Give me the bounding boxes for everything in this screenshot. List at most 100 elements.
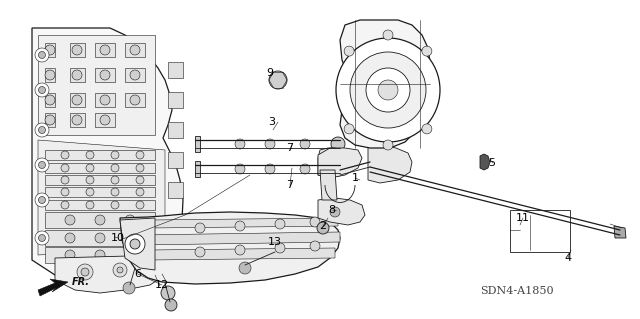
Circle shape bbox=[117, 267, 123, 273]
Circle shape bbox=[275, 219, 285, 229]
Circle shape bbox=[45, 45, 55, 55]
Circle shape bbox=[38, 127, 45, 133]
Circle shape bbox=[86, 201, 94, 209]
Polygon shape bbox=[318, 148, 340, 178]
Circle shape bbox=[331, 162, 345, 176]
Text: 6: 6 bbox=[134, 269, 141, 279]
Polygon shape bbox=[168, 122, 183, 138]
Circle shape bbox=[35, 83, 49, 97]
Polygon shape bbox=[38, 140, 165, 255]
Circle shape bbox=[86, 164, 94, 172]
Circle shape bbox=[235, 221, 245, 231]
Circle shape bbox=[130, 95, 140, 105]
Circle shape bbox=[65, 250, 75, 260]
Polygon shape bbox=[45, 68, 55, 82]
Circle shape bbox=[45, 115, 55, 125]
Polygon shape bbox=[125, 43, 145, 57]
Text: 12: 12 bbox=[155, 280, 169, 290]
Circle shape bbox=[336, 38, 440, 142]
Circle shape bbox=[383, 140, 393, 150]
Polygon shape bbox=[195, 136, 200, 152]
Circle shape bbox=[77, 264, 93, 280]
Text: 13: 13 bbox=[268, 237, 282, 247]
Polygon shape bbox=[150, 218, 338, 228]
Circle shape bbox=[35, 123, 49, 137]
Circle shape bbox=[378, 80, 398, 100]
Polygon shape bbox=[95, 93, 115, 107]
Circle shape bbox=[61, 176, 69, 184]
Polygon shape bbox=[45, 163, 155, 173]
Polygon shape bbox=[320, 170, 337, 200]
Polygon shape bbox=[168, 182, 183, 198]
Circle shape bbox=[38, 51, 45, 58]
Polygon shape bbox=[38, 279, 68, 296]
Circle shape bbox=[344, 124, 354, 134]
Polygon shape bbox=[70, 93, 85, 107]
Text: 3: 3 bbox=[269, 117, 275, 127]
Circle shape bbox=[61, 164, 69, 172]
Circle shape bbox=[310, 217, 320, 227]
Polygon shape bbox=[45, 150, 155, 160]
Polygon shape bbox=[45, 113, 55, 127]
Circle shape bbox=[95, 250, 105, 260]
Circle shape bbox=[86, 176, 94, 184]
Circle shape bbox=[136, 164, 144, 172]
Circle shape bbox=[235, 139, 245, 149]
Circle shape bbox=[344, 46, 354, 56]
Circle shape bbox=[235, 245, 245, 255]
Circle shape bbox=[330, 207, 340, 217]
Polygon shape bbox=[32, 28, 183, 282]
Circle shape bbox=[125, 234, 145, 254]
Circle shape bbox=[72, 115, 82, 125]
Circle shape bbox=[125, 250, 135, 260]
Polygon shape bbox=[368, 145, 412, 183]
Polygon shape bbox=[95, 43, 115, 57]
Polygon shape bbox=[150, 248, 335, 260]
Circle shape bbox=[45, 95, 55, 105]
Polygon shape bbox=[95, 68, 115, 82]
Circle shape bbox=[65, 215, 75, 225]
Polygon shape bbox=[120, 212, 340, 284]
Circle shape bbox=[317, 222, 329, 234]
Polygon shape bbox=[340, 20, 430, 148]
Circle shape bbox=[300, 139, 310, 149]
Circle shape bbox=[86, 151, 94, 159]
Polygon shape bbox=[45, 212, 155, 228]
Circle shape bbox=[111, 201, 119, 209]
Text: 1: 1 bbox=[351, 173, 358, 183]
Circle shape bbox=[81, 268, 89, 276]
Circle shape bbox=[165, 299, 177, 311]
Circle shape bbox=[136, 188, 144, 196]
Polygon shape bbox=[195, 161, 200, 177]
Text: SDN4-A1850: SDN4-A1850 bbox=[480, 286, 554, 296]
Circle shape bbox=[125, 233, 135, 243]
Circle shape bbox=[123, 282, 135, 294]
Polygon shape bbox=[168, 152, 183, 168]
Circle shape bbox=[35, 158, 49, 172]
Circle shape bbox=[125, 215, 135, 225]
Polygon shape bbox=[318, 148, 362, 178]
Circle shape bbox=[72, 45, 82, 55]
Circle shape bbox=[422, 124, 432, 134]
Circle shape bbox=[422, 46, 432, 56]
Polygon shape bbox=[45, 247, 155, 263]
Circle shape bbox=[265, 164, 275, 174]
Circle shape bbox=[100, 70, 110, 80]
Circle shape bbox=[130, 70, 140, 80]
Polygon shape bbox=[125, 68, 145, 82]
Circle shape bbox=[331, 137, 345, 151]
Circle shape bbox=[275, 243, 285, 253]
Circle shape bbox=[100, 115, 110, 125]
Circle shape bbox=[61, 201, 69, 209]
Polygon shape bbox=[45, 43, 55, 57]
Text: 7: 7 bbox=[287, 180, 294, 190]
Circle shape bbox=[61, 188, 69, 196]
Text: 9: 9 bbox=[266, 68, 273, 78]
Circle shape bbox=[95, 215, 105, 225]
Circle shape bbox=[195, 223, 205, 233]
Circle shape bbox=[366, 68, 410, 112]
Circle shape bbox=[38, 234, 45, 241]
Circle shape bbox=[72, 95, 82, 105]
Text: 8: 8 bbox=[328, 205, 335, 215]
Polygon shape bbox=[95, 113, 115, 127]
